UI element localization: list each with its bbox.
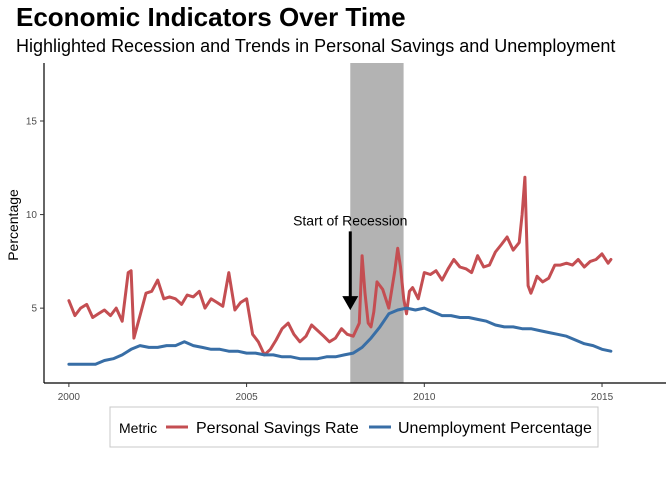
chart-title: Economic Indicators Over Time — [16, 2, 406, 32]
axes: 2000 2005 2010 2015 5 10 15 — [26, 63, 666, 403]
series-line-savings — [67, 175, 613, 357]
recession-annotation-label: Start of Recession — [293, 212, 407, 228]
x-tick-label: 2010 — [413, 392, 436, 403]
plot-area — [67, 63, 613, 383]
legend-label-savings: Personal Savings Rate — [196, 420, 359, 437]
legend: Metric Personal Savings Rate Unemploymen… — [109, 406, 599, 448]
legend-title: Metric — [119, 420, 157, 436]
x-tick-label: 2015 — [591, 392, 614, 403]
y-axis-title: Percentage — [5, 189, 21, 261]
y-tick-label: 5 — [31, 304, 37, 315]
y-tick-label: 15 — [26, 117, 38, 128]
legend-box — [109, 406, 599, 448]
x-tick-label: 2000 — [58, 392, 81, 403]
annotation-arrow-head — [342, 296, 359, 311]
x-tick-label: 2005 — [235, 392, 258, 403]
chart-subtitle: Highlighted Recession and Trends in Pers… — [16, 36, 616, 56]
y-tick-label: 10 — [26, 210, 38, 221]
legend-label-unemployment: Unemployment Percentage — [398, 420, 592, 437]
series-line-unemployment — [67, 306, 613, 366]
